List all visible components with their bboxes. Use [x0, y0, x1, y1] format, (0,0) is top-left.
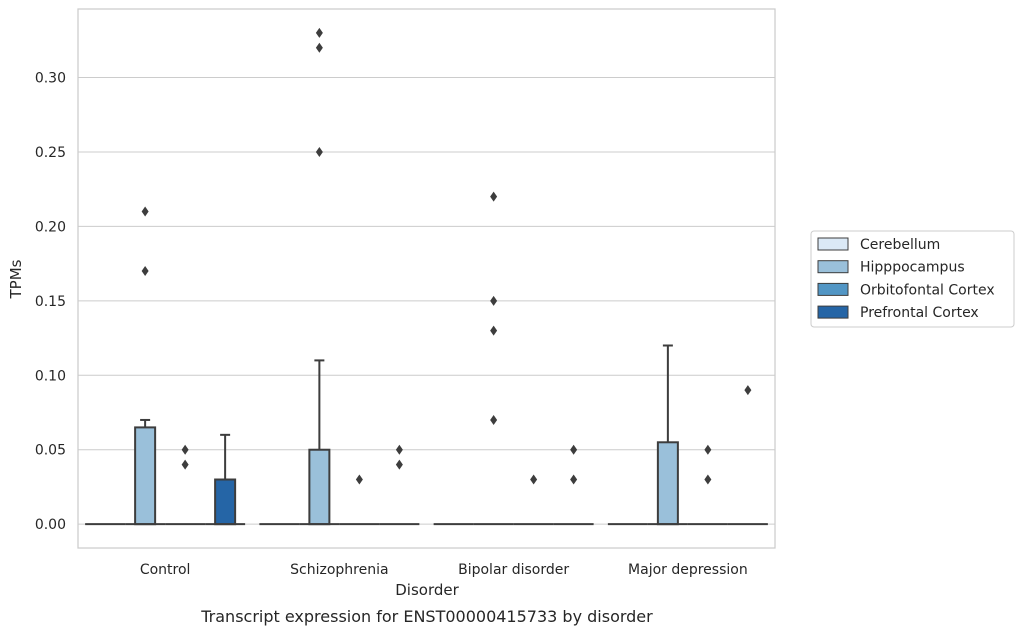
legend-item: Orbitofontal Cortex — [817, 282, 995, 298]
outlier-point — [530, 474, 538, 485]
outlier-point — [490, 414, 498, 425]
legend-swatch — [817, 282, 849, 296]
outlier-point — [704, 444, 712, 455]
outlier-point — [490, 325, 498, 336]
x-tick-label: Major depression — [628, 562, 748, 578]
plot-frame — [77, 8, 776, 549]
x-tick-labels: Control Schizophrenia Bipolar disorder Majo… — [140, 562, 748, 578]
outlier-point — [355, 474, 363, 485]
outlier-point — [181, 459, 189, 470]
outlier-point — [315, 42, 323, 53]
outlier-point — [570, 444, 578, 455]
legend-item: Prefrontal Cortex — [817, 305, 979, 321]
x-tick-label: Bipolar disorder — [458, 562, 569, 578]
y-axis-label: TPMs — [7, 259, 25, 299]
legend-swatch — [817, 305, 849, 319]
outlier-point — [744, 385, 752, 396]
outlier-point — [570, 474, 578, 485]
outlier-point — [181, 444, 189, 455]
outlier-point — [141, 206, 149, 217]
outlier-point — [490, 191, 498, 202]
y-tick-label: 0.20 — [35, 219, 66, 235]
box-body — [656, 441, 679, 526]
y-tick-label: 0.05 — [35, 443, 66, 459]
legend-item: Hipppocampus — [817, 260, 965, 276]
box-body — [214, 478, 237, 526]
legend-item: Cerebellum — [817, 237, 940, 253]
y-tick-label: 0.10 — [35, 368, 66, 384]
x-axis-label: Disorder — [395, 581, 459, 599]
outlier-point — [141, 266, 149, 277]
legend-frame — [810, 230, 1015, 328]
chart-caption: Transcript expression for ENST0000041573… — [200, 607, 653, 626]
outlier-point — [395, 444, 403, 455]
box-group — [607, 344, 768, 526]
legend-label: Prefrontal Cortex — [860, 305, 979, 321]
legend-swatch — [817, 260, 849, 274]
x-tick-label: Schizophrenia — [290, 562, 388, 578]
y-tick-labels: 0.00 0.05 0.10 0.15 0.20 0.25 0.30 — [35, 70, 66, 533]
y-tick-label: 0.30 — [35, 70, 66, 86]
x-tick-label: Control — [140, 562, 191, 578]
y-tick-label: 0.15 — [35, 294, 66, 310]
legend-swatch — [817, 237, 849, 251]
outlier-point — [395, 459, 403, 470]
legend-label: Orbitofontal Cortex — [860, 282, 995, 298]
box-body — [308, 448, 331, 526]
outlier-point — [315, 27, 323, 38]
outlier-point — [704, 474, 712, 485]
box-groups — [85, 27, 768, 526]
box-group — [433, 191, 594, 526]
outlier-point — [490, 295, 498, 306]
legend-label: Hipppocampus — [860, 260, 965, 276]
box-body — [134, 426, 157, 526]
y-tick-label: 0.25 — [35, 145, 66, 161]
legend: Cerebellum Hipppocampus Orbitofontal Corte… — [810, 230, 1015, 328]
outlier-point — [315, 146, 323, 157]
legend-label: Cerebellum — [860, 237, 940, 253]
box-group — [85, 206, 246, 526]
box-group — [259, 27, 420, 526]
y-tick-label: 0.00 — [35, 517, 66, 533]
